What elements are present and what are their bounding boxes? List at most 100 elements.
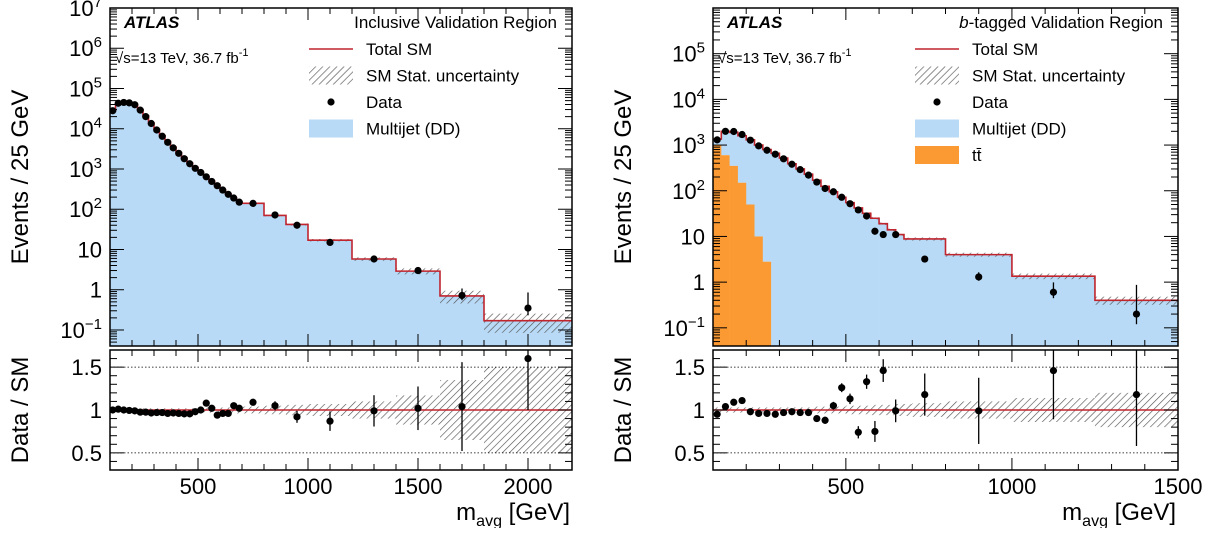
- data-point: [779, 155, 788, 163]
- y-tick-mantissa: 10: [672, 87, 696, 112]
- ratio-y-axis-label: Data / SM: [610, 357, 637, 464]
- multijet-bin: [804, 174, 813, 346]
- legend-item: SM Stat. uncertainty: [915, 66, 1126, 86]
- legend-fill-swatch: [915, 119, 959, 138]
- atlas-label: ATLAS: [123, 13, 180, 32]
- data-point: [1049, 288, 1058, 296]
- ratio-point: [191, 408, 199, 416]
- legend-item: SM Stat. uncertainty: [309, 66, 520, 86]
- multijet-bin: [903, 238, 913, 346]
- data-point: [175, 149, 183, 157]
- y-tick-exponent: 4: [697, 85, 705, 102]
- data-point: [142, 113, 150, 121]
- multijet-bin: [796, 168, 805, 346]
- legend-item: Total SM: [309, 40, 432, 59]
- y-tick-label: 105: [69, 74, 102, 101]
- y-tick-exponent: −1: [85, 316, 102, 333]
- lumi-unit-exponent: -1: [239, 47, 249, 59]
- ratio-point: [186, 410, 194, 418]
- y-tick-exponent: 5: [94, 74, 102, 91]
- multijet-bin: [820, 186, 830, 346]
- multijet-bin: [352, 259, 397, 346]
- multijet-bin: [242, 203, 265, 346]
- ratio-point: [892, 407, 900, 415]
- ratio-point: [746, 408, 754, 416]
- ttbar-bin: [754, 236, 764, 346]
- ratio-point: [326, 417, 334, 425]
- data-point: [458, 291, 466, 300]
- ratio-point: [854, 428, 862, 436]
- data-point: [854, 206, 862, 214]
- multijet-bin: [264, 215, 287, 346]
- data-point: [110, 107, 117, 115]
- y-tick-exponent: 6: [94, 34, 102, 51]
- ratio-point: [158, 408, 166, 417]
- multijet-bin: [729, 132, 739, 166]
- legend-item: Multijet (DD): [915, 119, 1066, 139]
- x-axis-label-main: m: [1062, 499, 1082, 526]
- data-point: [235, 198, 243, 206]
- multijet-bin: [737, 135, 747, 183]
- y-tick-exponent: 3: [697, 131, 705, 148]
- multijet-bin: [754, 145, 764, 237]
- multijet-bin: [286, 224, 309, 346]
- ratio-y-tick-label: 1: [693, 398, 705, 423]
- ratio-point: [125, 406, 133, 415]
- energy-lumi-label: √s=13 TeV, 36.7 fb-1: [115, 47, 249, 67]
- energy-text: √s=13 TeV, 36.7 fb: [115, 50, 239, 67]
- data-point: [871, 227, 879, 235]
- data-point: [213, 182, 221, 190]
- legend-marker-swatch: [327, 98, 335, 106]
- region-label: Inclusive Validation Region: [354, 13, 557, 32]
- y-tick-exponent: 5: [697, 40, 705, 57]
- data-point: [829, 188, 838, 196]
- ratio-point: [771, 410, 779, 418]
- ttbar-bin: [713, 145, 722, 346]
- multijet-bin: [895, 234, 905, 346]
- x-tick-label: 500: [180, 474, 217, 499]
- region-label-prefix: b: [959, 13, 968, 32]
- data-point: [197, 168, 205, 177]
- y-tick-exponent: 2: [94, 195, 102, 212]
- multijet-bin: [148, 122, 155, 346]
- multijet-bin: [220, 189, 226, 346]
- y-tick-label: 10: [78, 237, 102, 262]
- legend-fill-swatch: [309, 119, 353, 138]
- ratio-point: [788, 408, 796, 416]
- x-tick-label: 1000: [987, 474, 1036, 499]
- ratio-point: [293, 413, 301, 421]
- ratio-y-tick-label: 0.5: [674, 441, 705, 466]
- ratio-point: [763, 409, 771, 418]
- ratio-point: [136, 408, 144, 416]
- data-point: [249, 199, 257, 207]
- data-point: [147, 119, 155, 128]
- multijet-bin: [209, 181, 215, 346]
- region-label: b-tagged Validation Region: [959, 13, 1163, 32]
- ratio-point: [804, 408, 813, 417]
- ratio-point: [131, 407, 139, 415]
- y-tick-label: 10: [681, 224, 705, 249]
- legend-hatch-swatch: [915, 66, 959, 85]
- y-tick-mantissa: 10: [69, 197, 93, 222]
- multijet-bin: [203, 176, 210, 346]
- ratio-point: [863, 378, 871, 386]
- y-tick-label: 103: [69, 155, 102, 182]
- data-point: [771, 150, 779, 158]
- multijet-bin: [154, 129, 160, 346]
- data-point: [120, 98, 128, 107]
- data-point: [326, 238, 334, 247]
- multijet-bin: [187, 162, 193, 346]
- multijet-bin: [170, 147, 177, 346]
- ttbar-bin: [737, 182, 747, 346]
- ratio-point: [414, 404, 422, 412]
- y-tick-mantissa: 10: [672, 179, 696, 204]
- ratio-point: [524, 354, 532, 363]
- ratio-plot-area: [110, 350, 572, 454]
- ttbar-bin: [721, 155, 730, 346]
- multijet-bin: [198, 172, 204, 346]
- ratio-point: [975, 407, 983, 415]
- ratio-point: [147, 409, 155, 417]
- x-axis-label-sub: avg: [1082, 513, 1108, 528]
- ratio-plot-area: [713, 350, 1178, 454]
- multijet-bin: [236, 202, 243, 346]
